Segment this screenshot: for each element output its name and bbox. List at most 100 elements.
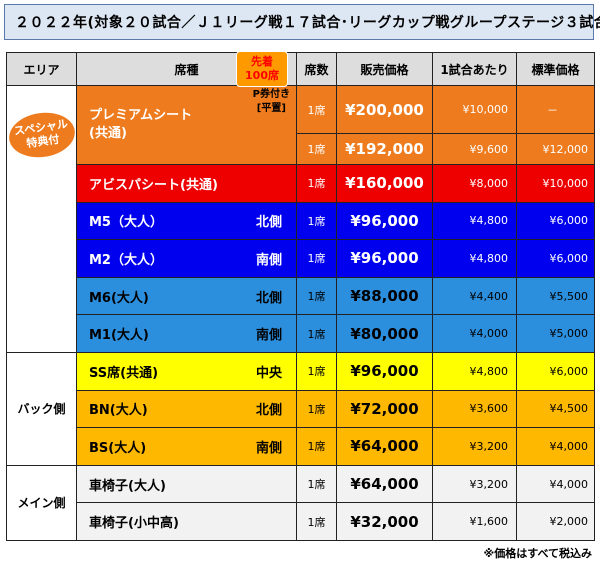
table-row: M5（大人） 北側 1席 ¥96,000 ¥4,800 ¥6,000 bbox=[6, 201, 595, 241]
per-game-price: ¥9,600 bbox=[432, 133, 517, 165]
sale-price: ¥200,000 bbox=[336, 85, 433, 134]
seat-name: アビスパシート(共通) bbox=[76, 164, 297, 203]
seat-count: 1席 bbox=[296, 276, 337, 316]
header-area: エリア bbox=[6, 52, 77, 86]
seat-name: プレミアムシート bbox=[89, 108, 193, 123]
standard-price: ¥10,000 bbox=[516, 164, 595, 203]
header-standard: 標準価格 bbox=[516, 52, 595, 86]
footnote: ※価格はすべて税込み bbox=[483, 547, 592, 560]
first-come-line1: 先着 bbox=[251, 55, 273, 68]
sale-price: ¥32,000 bbox=[336, 502, 433, 541]
standard-price: ¥2,000 bbox=[516, 502, 595, 541]
seat-count: 1席 bbox=[296, 201, 337, 241]
standard-price: ¥5,000 bbox=[516, 314, 595, 353]
seat-name: BN(大人) bbox=[89, 403, 148, 419]
per-game-price: ¥1,600 bbox=[432, 502, 517, 541]
sale-price: ¥88,000 bbox=[336, 276, 433, 316]
sale-price: ¥64,000 bbox=[336, 427, 433, 466]
per-game-price: ¥3,200 bbox=[432, 464, 517, 504]
seat-count: 1席 bbox=[296, 164, 337, 203]
table-row: M1(大人) 南側 1席 ¥80,000 ¥4,000 ¥5,000 bbox=[6, 314, 595, 353]
standard-price: ¥4,000 bbox=[516, 464, 595, 504]
sale-price: ¥64,000 bbox=[336, 464, 433, 504]
seat-cell: M1(大人) 南側 bbox=[76, 314, 297, 353]
seat-name: M6(大人) bbox=[89, 290, 149, 306]
seat-count: 1席 bbox=[296, 239, 337, 278]
sale-price: ¥160,000 bbox=[336, 164, 433, 203]
table-row: M2（大人） 南側 1席 ¥96,000 ¥4,800 ¥6,000 bbox=[6, 239, 595, 278]
parking-line2: [平置] bbox=[256, 103, 286, 114]
seat-count: 1席 bbox=[296, 502, 337, 541]
sale-price: ¥96,000 bbox=[336, 201, 433, 241]
seat-side: 中央 bbox=[255, 365, 282, 381]
table-row: バック側 SS席(共通) 中央 1席 ¥96,000 ¥4,800 ¥6,000 bbox=[6, 351, 595, 466]
sale-price: ¥80,000 bbox=[336, 314, 433, 353]
price-table: エリア 席種 席数 販売価格 1試合あたり 標準価格 メイン側 プレミアムシート… bbox=[6, 52, 595, 541]
seat-count: 1席 bbox=[296, 427, 337, 466]
parking-line1: P券付き bbox=[252, 89, 290, 100]
per-game-price: ¥8,000 bbox=[432, 164, 517, 203]
table-row: メイン側 プレミアムシート (共通) P券付き [平置] 1席 ¥200,000… bbox=[6, 85, 595, 353]
per-game-price: ¥4,400 bbox=[432, 276, 517, 316]
seat-name: 車椅子(小中高) bbox=[76, 502, 297, 541]
seat-side: 北側 bbox=[255, 215, 282, 231]
seat-cell: BS(大人) 南側 bbox=[76, 427, 297, 466]
seat-cell: M2（大人） 南側 bbox=[76, 239, 297, 278]
table-header-row: エリア 席種 席数 販売価格 1試合あたり 標準価格 bbox=[6, 52, 595, 86]
per-game-price: ¥4,800 bbox=[432, 351, 517, 391]
seat-name: BS(大人) bbox=[89, 440, 147, 456]
parking-ticket-note: P券付き [平置] bbox=[253, 88, 290, 116]
seat-count: 1席 bbox=[296, 464, 337, 504]
header-price: 販売価格 bbox=[336, 52, 433, 86]
standard-price: － bbox=[516, 85, 595, 134]
table-row: アビスパシート(共通) 1席 ¥160,000 ¥8,000 ¥10,000 bbox=[6, 164, 595, 203]
seat-count: 1席 bbox=[296, 314, 337, 353]
table-row: M6(大人) 北側 1席 ¥88,000 ¥4,400 ¥5,500 bbox=[6, 276, 595, 316]
standard-price: ¥6,000 bbox=[516, 201, 595, 241]
standard-price: ¥5,500 bbox=[516, 276, 595, 316]
area-back-side: バック側 bbox=[6, 351, 77, 466]
seat-name: M5（大人） bbox=[89, 215, 163, 231]
first-come-badge: 先着 100席 bbox=[236, 51, 288, 87]
sale-price: ¥96,000 bbox=[336, 351, 433, 391]
area-main-side-wheelchair: メイン側 bbox=[6, 464, 77, 541]
per-game-price: ¥4,800 bbox=[432, 239, 517, 278]
seat-premium: プレミアムシート (共通) P券付き [平置] bbox=[76, 85, 297, 165]
per-game-price: ¥4,000 bbox=[432, 314, 517, 353]
standard-price: ¥4,000 bbox=[516, 427, 595, 466]
seat-count: 1席 bbox=[296, 351, 337, 391]
seat-cell: M6(大人) 北側 bbox=[76, 276, 297, 316]
first-come-line2: 100席 bbox=[245, 69, 279, 82]
seat-name: SS席(共通) bbox=[89, 365, 159, 381]
standard-price: ¥6,000 bbox=[516, 239, 595, 278]
table-row: 車椅子(小中高) 1席 ¥32,000 ¥1,600 ¥2,000 bbox=[6, 502, 595, 541]
seat-side: 南側 bbox=[255, 440, 282, 456]
header-count: 席数 bbox=[296, 52, 337, 86]
seat-side: 北側 bbox=[255, 403, 282, 419]
seat-name: 車椅子(大人) bbox=[76, 464, 297, 504]
per-game-price: ¥4,800 bbox=[432, 201, 517, 241]
seat-cell: SS席(共通) 中央 bbox=[76, 351, 297, 391]
table-row: BN(大人) 北側 1席 ¥72,000 ¥3,600 ¥4,500 bbox=[6, 389, 595, 429]
per-game-price: ¥10,000 bbox=[432, 85, 517, 134]
standard-price: ¥6,000 bbox=[516, 351, 595, 391]
seat-count: 1席 bbox=[296, 389, 337, 429]
seat-cell: M5（大人） 北側 bbox=[76, 201, 297, 241]
per-game-price: ¥3,200 bbox=[432, 427, 517, 466]
seat-sub: (共通) bbox=[89, 126, 127, 141]
seat-name: M2（大人） bbox=[89, 252, 163, 268]
sale-price: ¥96,000 bbox=[336, 239, 433, 278]
standard-price: ¥4,500 bbox=[516, 389, 595, 429]
seat-side: 南側 bbox=[255, 328, 282, 344]
standard-price: ¥12,000 bbox=[516, 133, 595, 165]
seat-side: 北側 bbox=[255, 290, 282, 306]
seat-cell: BN(大人) 北側 bbox=[76, 389, 297, 429]
table-row: BS(大人) 南側 1席 ¥64,000 ¥3,200 ¥4,000 bbox=[6, 427, 595, 466]
seat-name: M1(大人) bbox=[89, 328, 149, 344]
seat-count: 1席 bbox=[296, 85, 337, 134]
seat-count: 1席 bbox=[296, 133, 337, 165]
header-per-game: 1試合あたり bbox=[432, 52, 517, 86]
per-game-price: ¥3,600 bbox=[432, 389, 517, 429]
table-row: メイン側 車椅子(大人) 1席 ¥64,000 ¥3,200 ¥4,000 bbox=[6, 464, 595, 541]
seat-side: 南側 bbox=[255, 252, 282, 268]
